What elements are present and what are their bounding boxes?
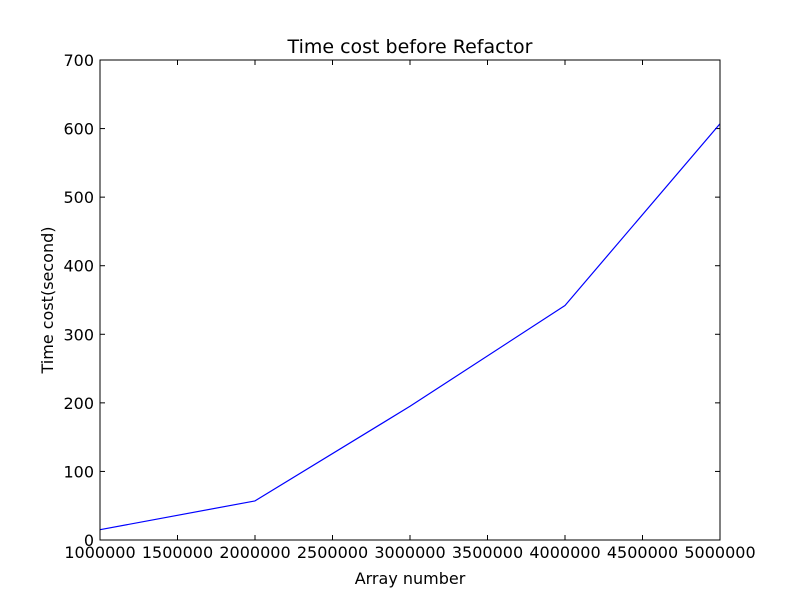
tick-labels-layer: 1000000 1500000 2000000 2500000 3000000 35000… [63, 51, 755, 562]
x-tick-label: 3500000 [452, 543, 523, 562]
plot-frame [99, 59, 721, 541]
series-layer [99, 123, 721, 531]
y-axis-title: Time cost(second) [38, 227, 57, 375]
x-tick-label: 4000000 [529, 543, 600, 562]
y-tick-label: 400 [63, 257, 94, 276]
x-tick-label: 5000000 [684, 543, 755, 562]
y-tick-label: 200 [63, 394, 94, 413]
x-tick-label: 3000000 [374, 543, 445, 562]
x-tick-label: 1500000 [142, 543, 213, 562]
y-tick-label: 100 [63, 462, 94, 481]
y-tick-label: 0 [84, 531, 94, 550]
x-tick-label: 4500000 [607, 543, 678, 562]
x-axis-title: Array number [355, 569, 466, 588]
series-line [99, 123, 721, 531]
x-tick-label: 1000000 [64, 543, 135, 562]
y-tick-label: 600 [63, 120, 94, 139]
x-tick-label: 2000000 [219, 543, 290, 562]
y-tick-label: 700 [63, 51, 94, 70]
y-tick-label: 300 [63, 325, 94, 344]
x-tick-label: 2500000 [297, 543, 368, 562]
y-tick-label: 500 [63, 188, 94, 207]
chart-title: Time cost before Refactor [287, 36, 533, 58]
